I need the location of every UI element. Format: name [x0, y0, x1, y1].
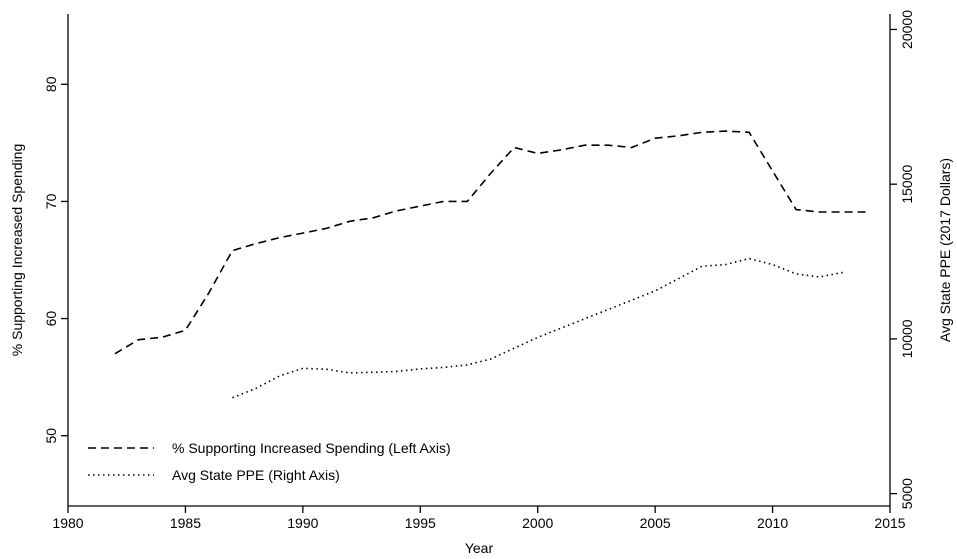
- x-tick-label: 2000: [522, 515, 553, 531]
- right-y-tick-label: 5000: [899, 478, 915, 509]
- x-tick-label: 1985: [170, 515, 201, 531]
- left-y-tick-label: 80: [43, 76, 59, 92]
- left-y-tick-label: 50: [43, 428, 59, 444]
- series-line-support: [114, 130, 867, 355]
- series-line-ppe: [232, 257, 844, 399]
- right-y-axis-title: Avg State PPE (2017 Dollars): [937, 158, 953, 342]
- x-axis-ticks: 1980 1985 1990 1995 2000 2005 2010 2015: [52, 506, 906, 531]
- right-y-axis-ticks: 5000 10000 15000 20000: [890, 10, 915, 509]
- legend: % Supporting Increased Spending (Left Ax…: [88, 440, 451, 483]
- right-y-tick-label: 20000: [899, 10, 915, 49]
- x-axis-title: Year: [465, 540, 494, 556]
- left-y-axis-ticks: 50 60 70 80: [43, 76, 68, 444]
- x-tick-label: 2005: [640, 515, 671, 531]
- legend-label-ppe: Avg State PPE (Right Axis): [172, 467, 340, 483]
- right-y-tick-label: 10000: [899, 319, 915, 358]
- x-tick-label: 1990: [287, 515, 318, 531]
- x-tick-label: 1980: [52, 515, 83, 531]
- x-tick-label: 2015: [874, 515, 905, 531]
- x-tick-label: 1995: [405, 515, 436, 531]
- left-y-axis-title: % Supporting Increased Spending: [9, 144, 25, 356]
- left-y-tick-label: 60: [43, 311, 59, 327]
- left-y-tick-label: 70: [43, 193, 59, 209]
- series-layer: [114, 130, 867, 399]
- x-tick-label: 2010: [757, 515, 788, 531]
- right-y-tick-label: 15000: [899, 165, 915, 204]
- legend-label-support: % Supporting Increased Spending (Left Ax…: [172, 440, 451, 456]
